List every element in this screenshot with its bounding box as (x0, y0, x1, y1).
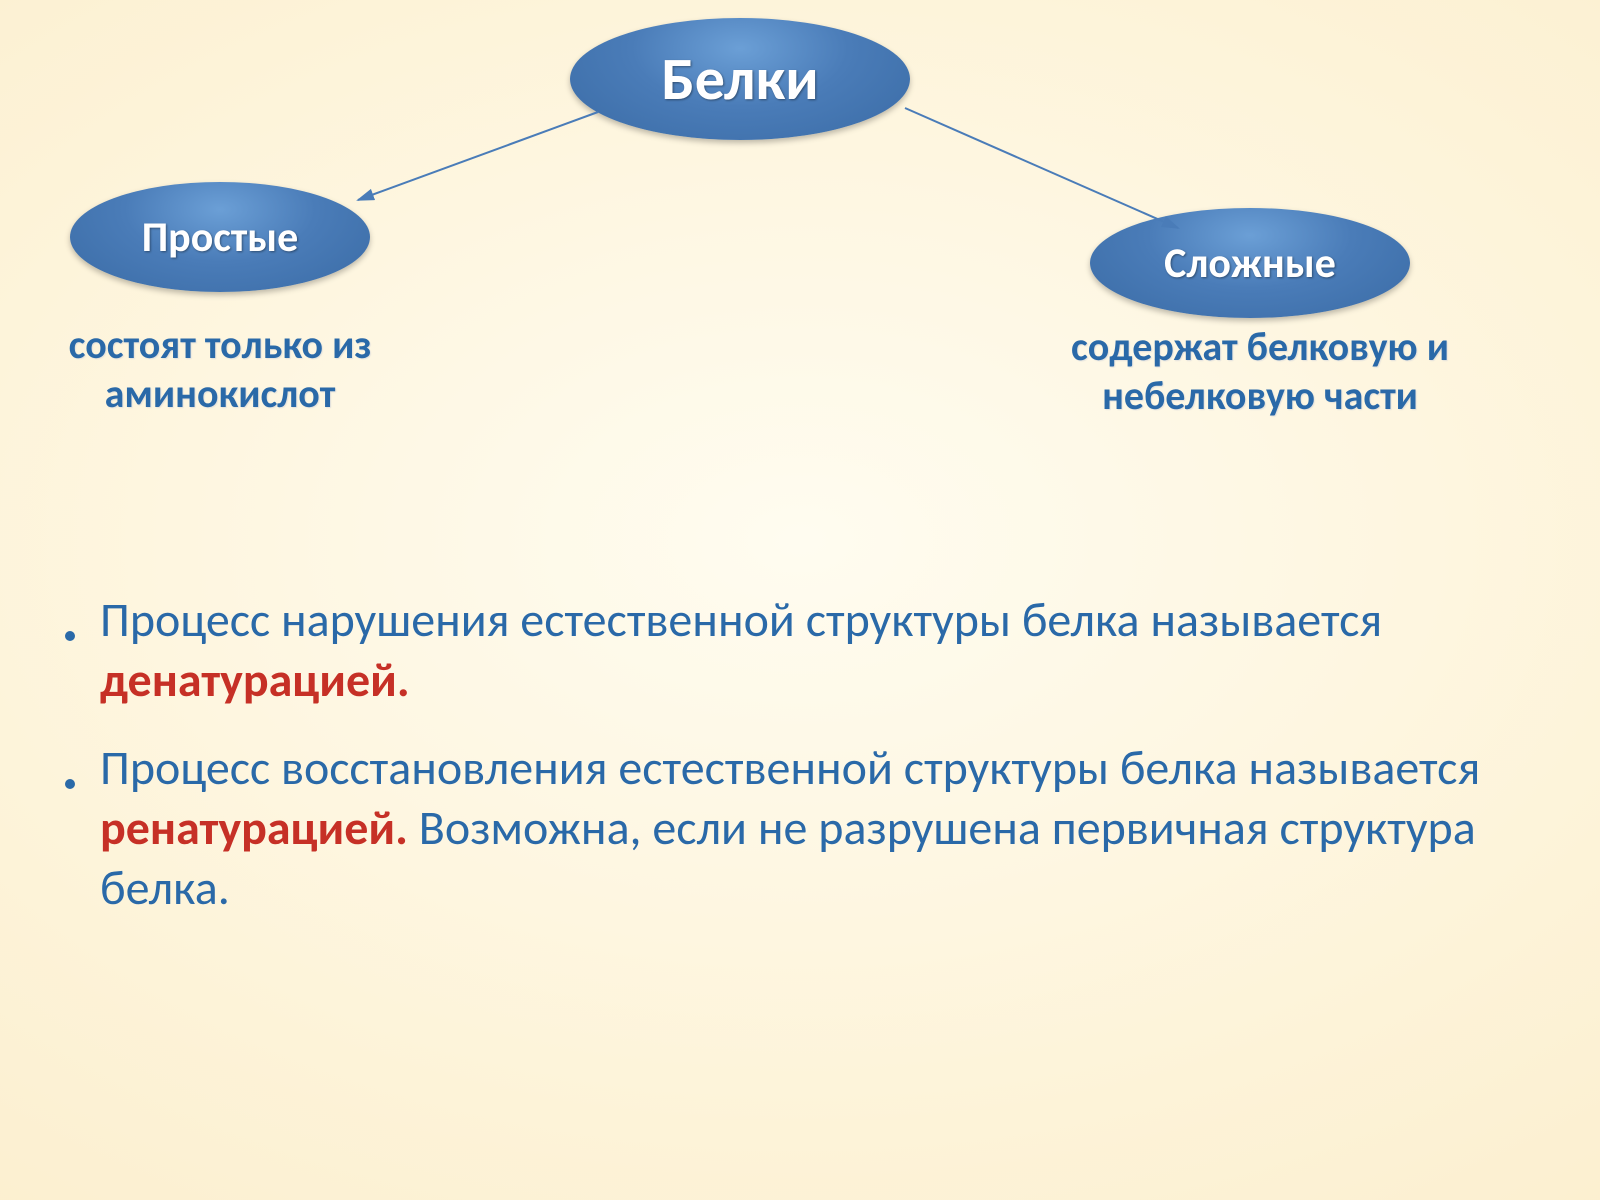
diagram-arrow-right (905, 108, 1178, 228)
diagram-child-sublabel-complex: содержат белковую и небелковую части (1000, 322, 1520, 420)
bullet-text-highlight: денатурацией. (100, 650, 410, 709)
bullet-dot-icon (40, 738, 100, 798)
bullet-item: Процесс восстановления естественной стру… (40, 738, 1550, 918)
bullet-text: Процесс восстановления естественной стру… (100, 738, 1550, 918)
bullet-text: Процесс нарушения естественной структуры… (100, 590, 1550, 710)
diagram-root-node: Белки (570, 18, 910, 140)
diagram-root-label: Белки (661, 43, 818, 116)
diagram-child-sublabel-simple: состоят только из аминокислот (0, 320, 440, 418)
diagram-child-label-complex: Сложные (1164, 238, 1336, 289)
bullet-item: Процесс нарушения естественной структуры… (40, 590, 1550, 710)
diagram-child-node-complex: Сложные (1090, 208, 1410, 318)
bullet-text-segment: Процесс восстановления естественной стру… (100, 738, 1480, 797)
diagram-child-label-simple: Простые (142, 212, 299, 263)
bullet-list: Процесс нарушения естественной структуры… (40, 590, 1550, 918)
bullet-text-highlight: ренатурацией. (100, 798, 419, 857)
diagram-arrow-left (358, 112, 598, 200)
bullet-text-segment: Процесс нарушения естественной структуры… (100, 590, 1382, 649)
bullet-dot-icon (40, 590, 100, 650)
diagram-child-node-simple: Простые (70, 182, 370, 292)
